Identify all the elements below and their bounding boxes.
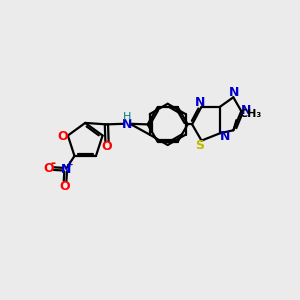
Text: CH₃: CH₃ bbox=[240, 109, 262, 119]
Text: N: N bbox=[195, 95, 205, 109]
Polygon shape bbox=[148, 107, 188, 142]
Text: N: N bbox=[220, 130, 230, 143]
Text: +: + bbox=[66, 160, 74, 169]
Text: O: O bbox=[60, 180, 70, 193]
Text: O: O bbox=[58, 130, 68, 142]
Text: N: N bbox=[229, 86, 239, 99]
Text: N: N bbox=[241, 104, 251, 117]
Text: O: O bbox=[43, 161, 54, 175]
Text: H: H bbox=[123, 112, 131, 122]
Text: N: N bbox=[122, 118, 132, 131]
Polygon shape bbox=[148, 107, 188, 142]
Text: -: - bbox=[51, 157, 56, 169]
Text: O: O bbox=[102, 140, 112, 153]
Text: N: N bbox=[61, 163, 71, 176]
Text: S: S bbox=[195, 139, 204, 152]
